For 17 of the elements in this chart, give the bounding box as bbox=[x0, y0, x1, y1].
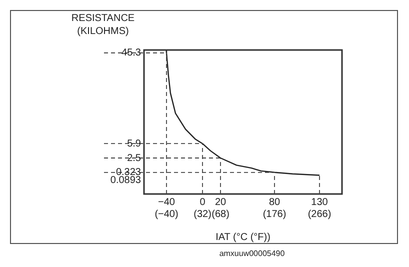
text: 0.0893 bbox=[110, 175, 142, 186]
x-tick-label: −40 bbox=[158, 196, 176, 208]
text: 45.3 bbox=[122, 48, 142, 59]
text: 5.9 bbox=[127, 138, 142, 150]
x2-tick-label: (32) bbox=[194, 208, 212, 220]
x2-tick-label: (−40) bbox=[154, 208, 178, 220]
x2-tick-label: (176) bbox=[262, 208, 286, 220]
x-tick-label: 130 bbox=[311, 196, 328, 208]
x2-tick-label: (68) bbox=[212, 208, 230, 220]
x-axis-title: IAT (°C (°F)) bbox=[216, 232, 270, 243]
text: RESISTANCE (KILOHMS) bbox=[71, 12, 135, 37]
x2-tick-label: (266) bbox=[308, 208, 332, 220]
x-tick-label: 0 bbox=[200, 196, 206, 208]
x-tick-label: 80 bbox=[268, 196, 280, 208]
x-tick-label: 20 bbox=[214, 196, 226, 208]
text: 2.5 bbox=[127, 152, 142, 164]
text: amxuuw00005490 bbox=[219, 249, 286, 258]
